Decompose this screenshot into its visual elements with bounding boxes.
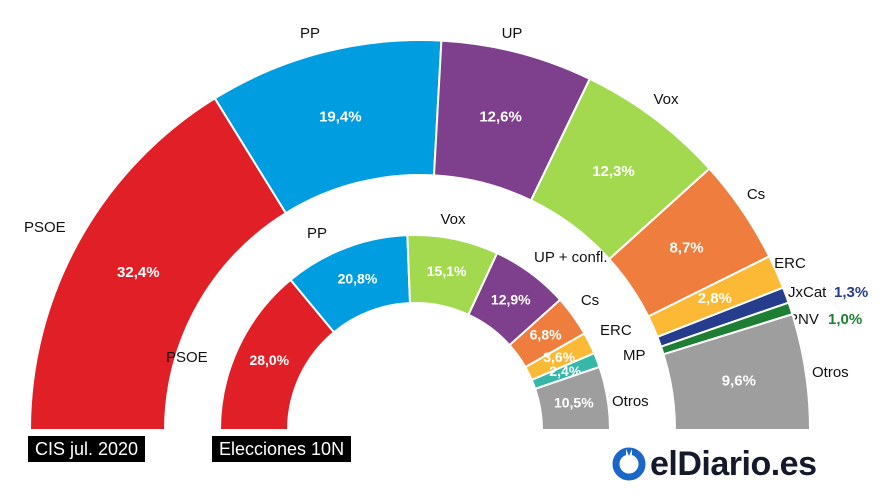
- e10n-value-label-pp: 20,8%: [338, 270, 378, 286]
- cis-value-label-pnv: 1,0%: [828, 311, 862, 328]
- e10n-category-label-vox: Vox: [440, 211, 466, 228]
- e10n-category-label-erc: ERC: [600, 322, 632, 339]
- cis-value-label-up: 12,6%: [479, 109, 522, 126]
- e10n-value-label-up-confl: 12,9%: [491, 291, 531, 307]
- cis-category-label-cs: Cs: [747, 186, 765, 203]
- e10n-value-label-cs: 6,8%: [530, 327, 562, 343]
- cis-category-label-psoe: PSOE: [24, 219, 66, 236]
- cis-category-label-up: UP: [502, 25, 523, 42]
- eldiario-logo-icon: [612, 447, 646, 481]
- e10n-category-label-otros: Otros: [612, 393, 649, 410]
- cis-category-label-vox: Vox: [653, 91, 679, 108]
- eldiario-logo: elDiario.es: [612, 444, 817, 484]
- cis-category-label-otros: Otros: [812, 364, 849, 381]
- cis-value-label-jxcat: 1,3%: [834, 284, 868, 301]
- cis-value-label-otros: 9,6%: [722, 373, 756, 390]
- e10n-category-label-pp: PP: [307, 225, 327, 242]
- cis-category-label-jxcat: JxCat: [788, 284, 827, 301]
- e10n-category-label-mp: MP: [623, 347, 646, 364]
- cis-category-label-erc: ERC: [774, 255, 806, 272]
- e10n-value-label-otros: 10,5%: [554, 394, 594, 410]
- e10n-category-label-cs: Cs: [581, 292, 599, 309]
- inner-chart-tag: Elecciones 10N: [212, 436, 352, 462]
- cis-value-label-pp: 19,4%: [319, 108, 362, 125]
- e10n-category-label-psoe: PSOE: [166, 349, 208, 366]
- e10n-value-label-erc: 3,6%: [543, 349, 575, 365]
- outer-ring-cis: 32,4% PSOE 19,4% PP 12,6% UP 12,3% Vox 8,7% Cs 2,8…: [24, 25, 868, 431]
- cis-value-label-psoe: 32,4%: [117, 264, 160, 281]
- cis-value-label-vox: 12,3%: [592, 163, 635, 180]
- cis-segment-otros: [662, 313, 812, 431]
- e10n-value-label-psoe: 28,0%: [249, 352, 289, 368]
- cis-category-label-pp: PP: [300, 25, 320, 42]
- inner-ring-10n: 28,0% PSOE 20,8% PP 15,1% Vox 12,9% UP + confl.…: [166, 211, 649, 431]
- logo-text: elDiario.es: [650, 444, 817, 483]
- e10n-value-label-vox: 15,1%: [427, 263, 467, 279]
- cis-value-label-erc: 2,8%: [698, 290, 732, 307]
- e10n-category-label-up-confl: UP + confl.: [534, 249, 608, 266]
- cis-value-label-cs: 8,7%: [669, 239, 703, 256]
- e10n-segment-otros: [533, 365, 612, 431]
- outer-chart-tag: CIS jul. 2020: [28, 436, 146, 462]
- cis-segment-psoe: [28, 96, 288, 431]
